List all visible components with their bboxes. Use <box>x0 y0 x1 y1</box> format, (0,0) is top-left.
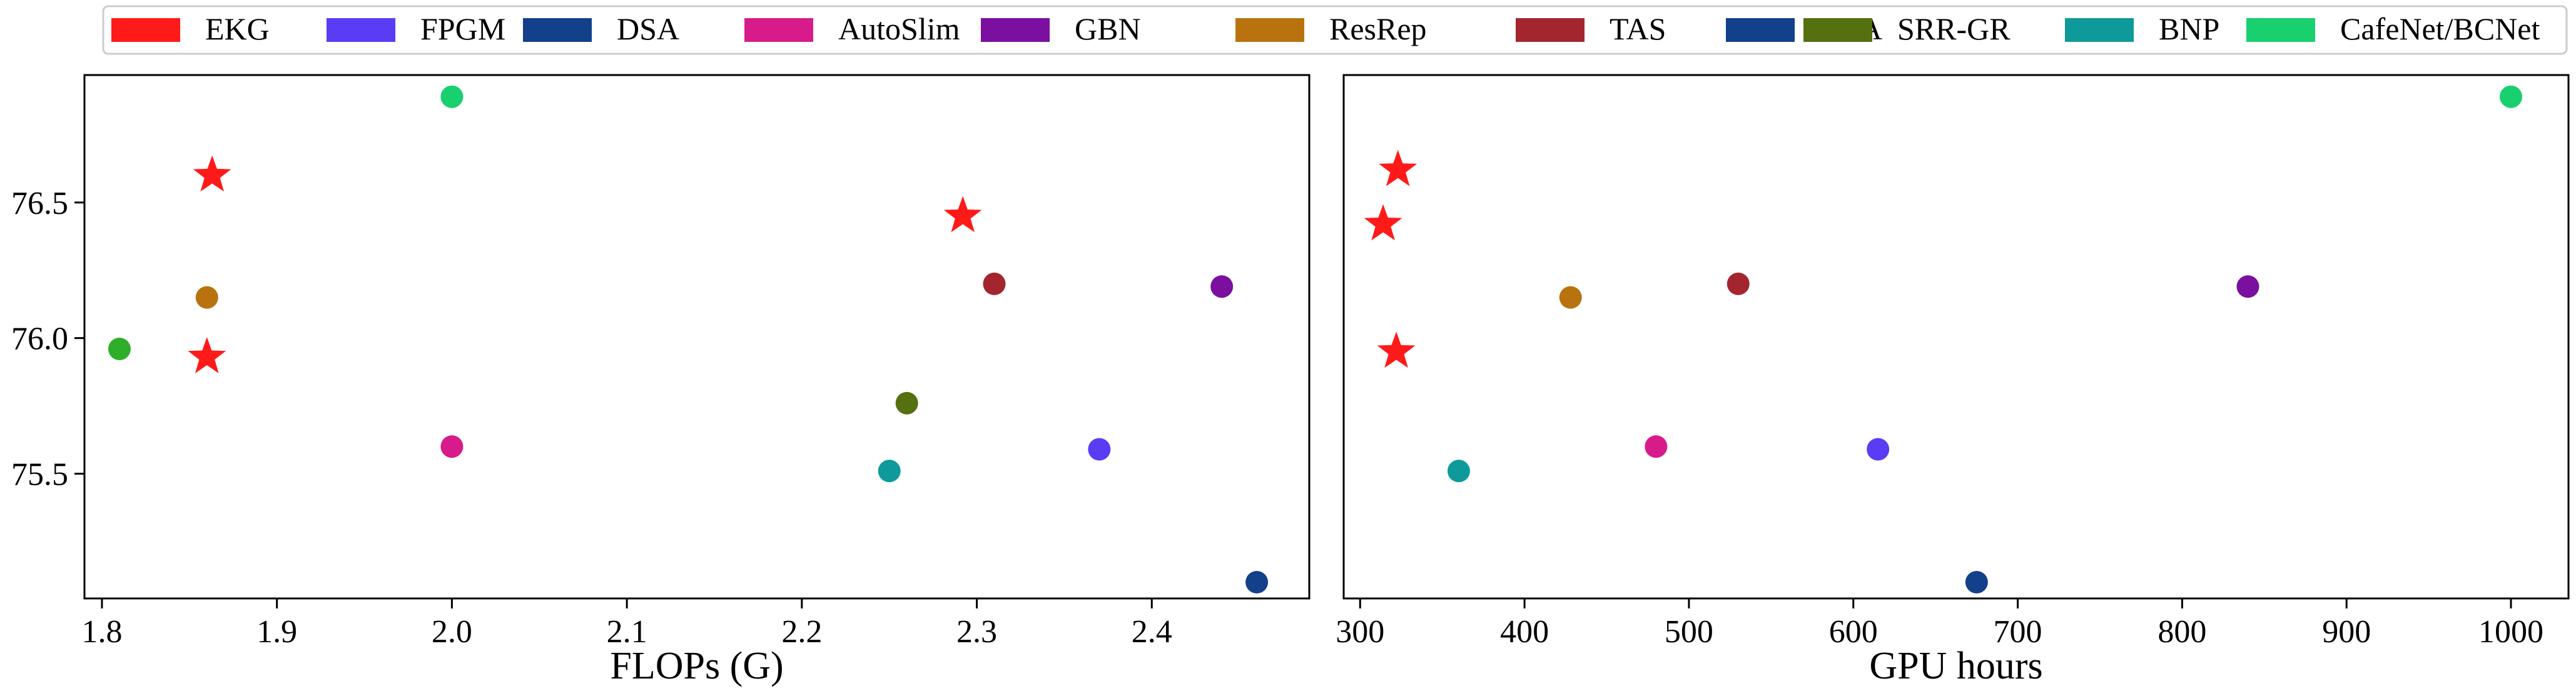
x-tick-label: 600 <box>1829 614 1878 650</box>
legend-label: SRR-GR <box>1897 11 2011 46</box>
x-tick-label: 2.1 <box>607 614 647 650</box>
data-point <box>1645 435 1668 458</box>
legend-label: BNP <box>2159 11 2219 46</box>
legend-swatch <box>2246 18 2315 42</box>
data-point-star <box>1379 149 1417 186</box>
legend-swatch <box>327 18 395 42</box>
legend-swatch <box>981 18 1050 42</box>
panel-gpu-hours: 300 400 500 600 700 800 900 1000 GPU hours <box>1336 74 2570 687</box>
data-point <box>895 391 918 415</box>
y-tick-label: 76.5 <box>11 186 68 221</box>
x-tick-label: 2.3 <box>956 614 997 650</box>
legend-swatch <box>1235 18 1304 42</box>
data-point <box>878 460 901 483</box>
legend-entry: CafeNet/BCNet <box>2246 11 2540 46</box>
x-tick-label: 2.4 <box>1132 614 1172 650</box>
x-tick-label: 2.2 <box>781 614 822 650</box>
legend-entry: ResRep <box>1235 11 1427 46</box>
legend-entry: GBN <box>981 11 1141 46</box>
data-point <box>195 286 218 309</box>
data-point <box>1245 570 1269 593</box>
legend-label: AutoSlim <box>838 11 960 46</box>
data-point <box>1447 460 1470 483</box>
x-tick-label: 1000 <box>2478 614 2543 650</box>
legend-swatch <box>1726 18 1795 42</box>
legend-swatch <box>523 18 592 42</box>
x-axis-title: GPU hours <box>1869 645 2042 687</box>
x-tick-label: 500 <box>1665 614 1713 650</box>
y-tick-label: 76.0 <box>11 321 68 357</box>
data-point-star <box>193 155 231 192</box>
data-point-star <box>1364 204 1402 241</box>
y-tick-label: 75.5 <box>11 457 68 493</box>
legend-swatch <box>1516 18 1585 42</box>
legend-entry: EKG <box>111 11 270 46</box>
x-tick-label: 2.0 <box>432 614 472 650</box>
data-point <box>108 338 131 361</box>
plot-area-frame <box>1342 74 2570 600</box>
legend-frame <box>102 5 2568 55</box>
x-tick-label: 800 <box>2158 614 2206 650</box>
data-point <box>1559 286 1582 309</box>
legend-entry: FPGM <box>327 11 505 46</box>
data-point-star <box>1377 331 1416 368</box>
legend-label: FPGM <box>420 11 505 46</box>
data-point <box>1210 275 1234 298</box>
data-point <box>440 435 464 458</box>
legend-label: EKG <box>205 11 270 46</box>
data-point <box>1088 438 1111 461</box>
data-point <box>440 85 464 108</box>
legend-label: ResRep <box>1329 11 1427 46</box>
x-tick-label: 400 <box>1500 614 1549 650</box>
legend-entry: DSA <box>523 11 679 46</box>
legend-swatch <box>1803 18 1872 42</box>
x-tick-label: 1.9 <box>256 614 297 650</box>
legend-entry: SRR-GR <box>1803 11 2011 46</box>
legend-swatch <box>111 18 180 42</box>
data-point-star <box>188 337 226 373</box>
panel-flops: 1.8 1.9 2.0 2.1 2.2 2.3 2.4 75.5 76.0 76.5 FLOPs (… <box>11 74 1311 687</box>
data-point <box>1965 570 1988 593</box>
legend-label: TAS <box>1610 11 1666 46</box>
legend-entry: TAS <box>1516 11 1666 46</box>
legend-label: CafeNet/BCNet <box>2340 11 2540 46</box>
data-point <box>1867 438 1890 461</box>
x-tick-label: 700 <box>1994 614 2042 650</box>
data-point <box>2236 275 2259 298</box>
plot-area-frame <box>83 74 1311 600</box>
data-point <box>1727 272 1750 295</box>
x-tick-label: 900 <box>2322 614 2371 650</box>
data-point-star <box>943 196 982 233</box>
legend: EKGFPGMDSAAutoSlimGBNResRepTASDSASRR-GRB… <box>102 5 2568 55</box>
x-tick-label: 300 <box>1336 614 1384 650</box>
data-point <box>2500 85 2523 108</box>
data-point <box>983 272 1006 295</box>
legend-entry: AutoSlim <box>744 11 960 46</box>
legend-swatch <box>744 18 813 42</box>
legend-label: GBN <box>1075 11 1141 46</box>
legend-entry: BNP <box>2065 11 2219 46</box>
legend-swatch <box>2065 18 2134 42</box>
x-axis-title: FLOPs (G) <box>610 645 783 687</box>
x-tick-label: 1.8 <box>81 614 122 650</box>
legend-label: DSA <box>617 11 679 46</box>
